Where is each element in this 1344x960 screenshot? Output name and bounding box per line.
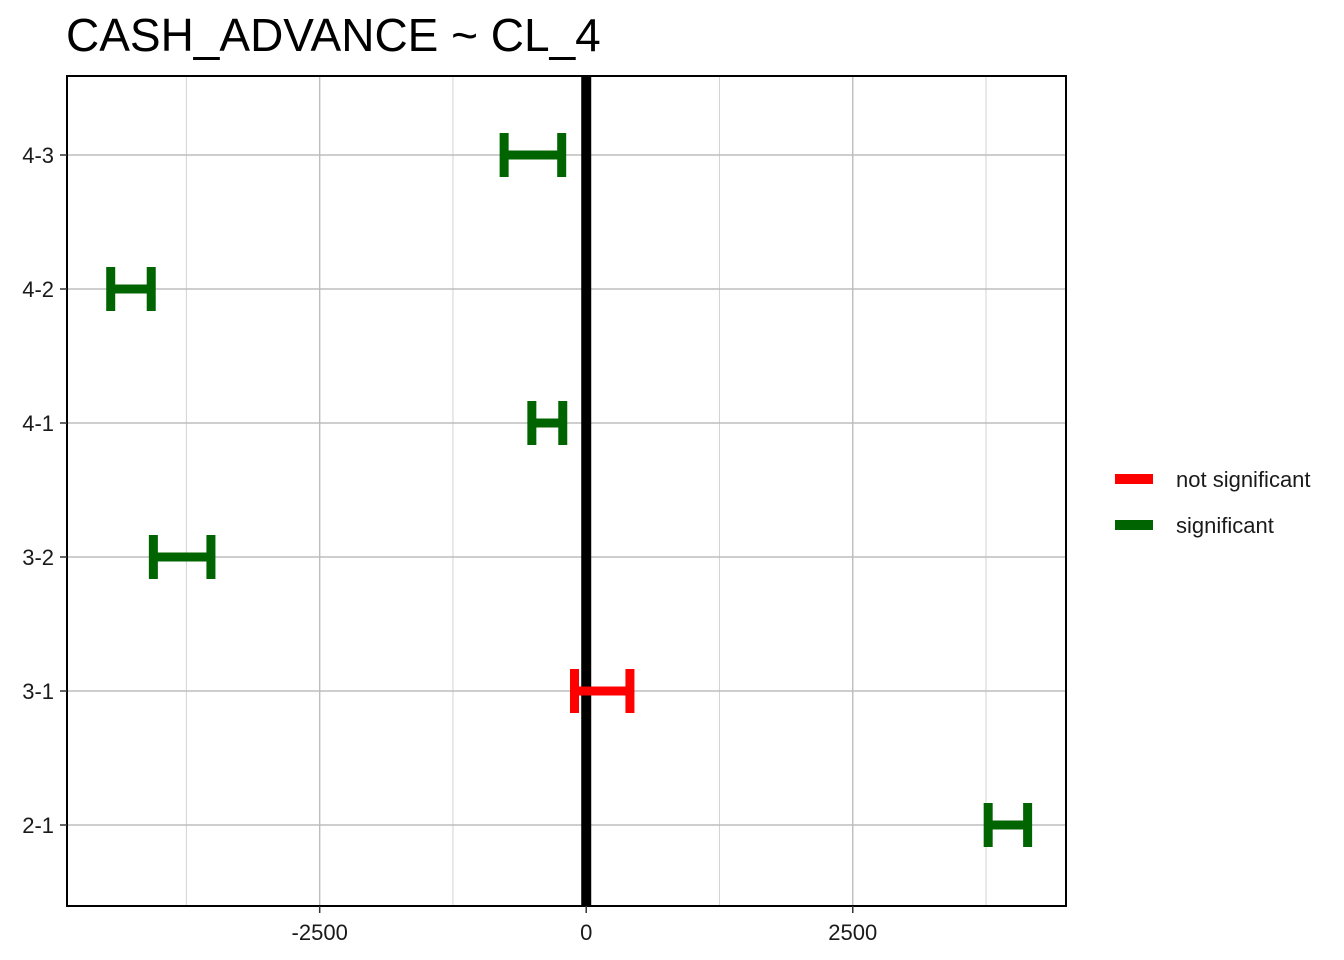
- legend: not significant significant: [1115, 467, 1311, 538]
- y-tick-label: 3-2: [22, 545, 54, 570]
- legend-label: significant: [1176, 513, 1274, 538]
- errorbar: [106, 267, 156, 311]
- y-tick-label: 2-1: [22, 813, 54, 838]
- y-tick-label: 4-2: [22, 277, 54, 302]
- errorbar: [499, 133, 567, 177]
- chart-title: CASH_ADVANCE ~ CL_4: [66, 9, 601, 61]
- y-tick-label: 4-1: [22, 411, 54, 436]
- x-tick-label: 0: [580, 920, 592, 945]
- errorbar: [569, 669, 635, 713]
- legend-label: not significant: [1176, 467, 1311, 492]
- x-tick-label: 2500: [828, 920, 877, 945]
- x-axis: -2500 0 2500: [292, 906, 877, 945]
- plot-panel: [66, 75, 1067, 907]
- y-tick-label: 3-1: [22, 679, 54, 704]
- panel-border: [66, 75, 1067, 907]
- x-tick-label: -2500: [292, 920, 348, 945]
- errorbar: [148, 535, 216, 579]
- y-tick-label: 4-3: [22, 143, 54, 168]
- errorbar: [983, 803, 1033, 847]
- errorbar: [527, 401, 568, 445]
- y-axis: 4-3 4-2 4-1 3-2 3-1 2-1: [22, 143, 67, 838]
